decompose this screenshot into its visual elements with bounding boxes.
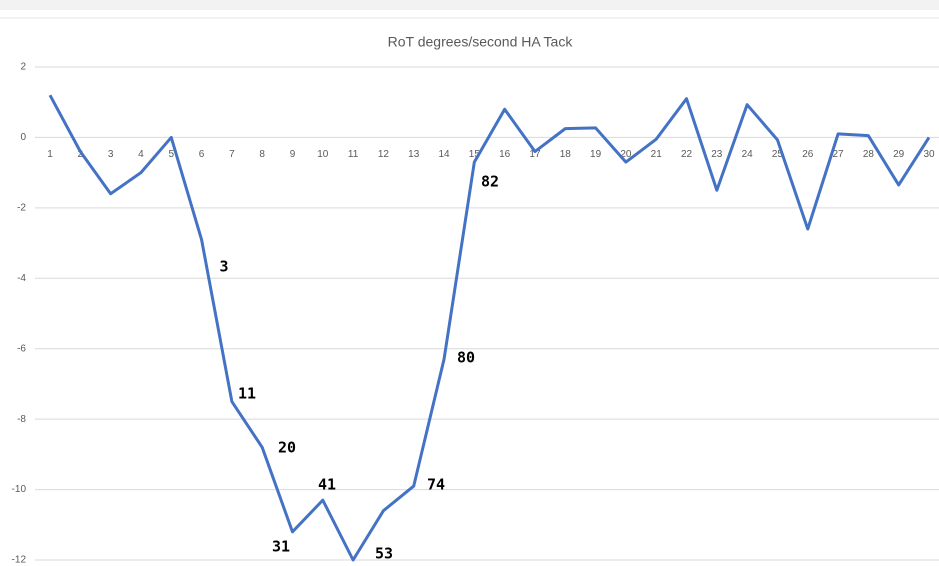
x-tick-label: 15 [469,149,481,160]
x-tick-label: 17 [529,149,541,160]
x-tick-label: 3 [108,149,114,160]
annotation: 80 [457,349,475,367]
x-tick-label: 18 [560,149,572,160]
x-tick-label: 28 [863,149,875,160]
x-tick-label: 7 [229,149,235,160]
x-tick-label: 16 [499,149,511,160]
annotation: 20 [278,439,296,457]
x-tick-label: 26 [802,149,814,160]
x-tick-label: 30 [923,149,935,160]
annotation: 82 [481,173,499,191]
chart-title: RoT degrees/second HA Tack [388,34,574,50]
x-tick-label: 25 [772,149,784,160]
top-bar [0,0,939,10]
y-tick-label: -2 [17,202,26,213]
annotation: 11 [238,385,256,403]
x-tick-label: 9 [290,149,296,160]
y-tick-label: -8 [17,414,26,425]
x-tick-label: 5 [168,149,174,160]
x-tick-label: 20 [620,149,632,160]
x-tick-label: 21 [651,149,663,160]
x-tick-label: 10 [317,149,329,160]
x-tick-label: 11 [348,149,359,160]
y-tick-label: -4 [17,273,26,284]
x-tick-label: 23 [711,149,723,160]
x-tick-label: 8 [259,149,265,160]
x-tick-label: 13 [408,149,420,160]
annotation: 3 [219,258,228,276]
y-tick-label: -10 [12,484,27,495]
annotation: 31 [272,538,290,556]
x-tick-label: 22 [681,149,693,160]
annotation: 74 [427,476,445,494]
x-tick-label: 24 [742,149,754,160]
x-tick-label: 27 [833,149,845,160]
x-tick-label: 12 [378,149,390,160]
y-tick-label: -12 [12,555,27,566]
y-tick-label: -6 [17,343,26,354]
line-series [48,94,931,562]
x-tick-label: 29 [893,149,905,160]
annotation: 53 [375,545,393,563]
x-tick-label: 6 [199,149,205,160]
x-tick-label: 2 [78,149,84,160]
x-tick-label: 4 [138,149,144,160]
x-tick-label: 19 [590,149,602,160]
annotation: 41 [318,476,336,494]
y-tick-label: 2 [20,62,26,73]
y-tick-label: 0 [20,132,26,143]
x-tick-label: 14 [438,149,450,160]
x-tick-label: 1 [47,149,53,160]
